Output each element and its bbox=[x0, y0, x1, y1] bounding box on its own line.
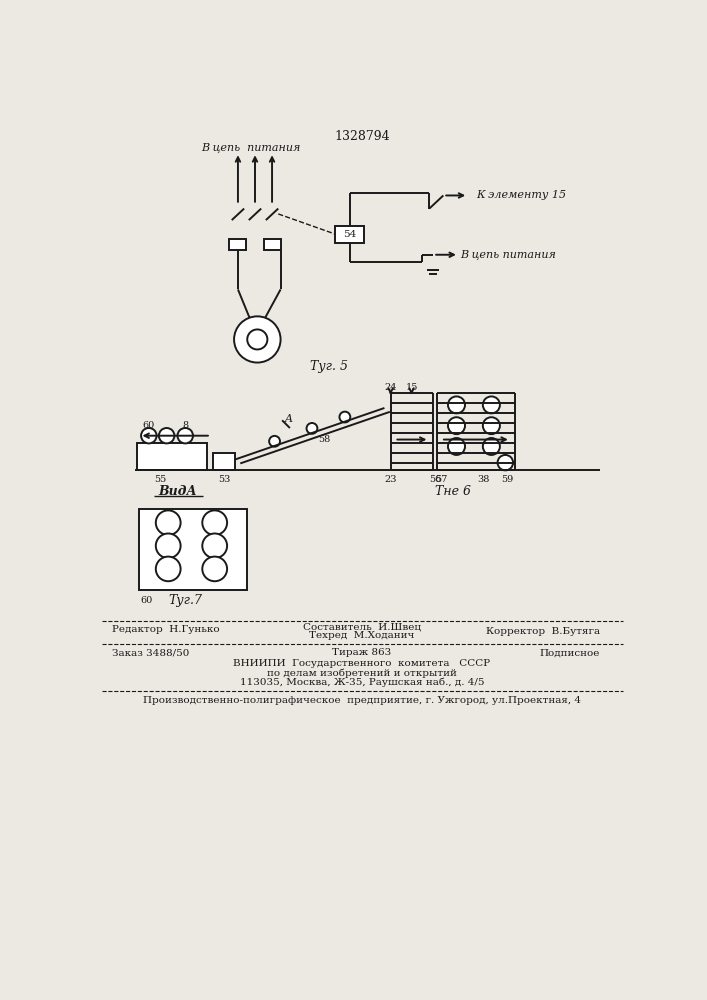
Text: A: A bbox=[284, 414, 293, 424]
Text: 60: 60 bbox=[143, 421, 155, 430]
Circle shape bbox=[269, 436, 280, 447]
Text: 55: 55 bbox=[154, 475, 167, 484]
Text: Составитель  И.Швец: Составитель И.Швец bbox=[303, 622, 421, 631]
Text: Техред  М.Ходанич: Техред М.Ходанич bbox=[309, 631, 414, 640]
Text: В цепь питания: В цепь питания bbox=[460, 250, 556, 260]
Circle shape bbox=[339, 412, 350, 422]
Text: Корректор  В.Бутяга: Корректор В.Бутяга bbox=[486, 627, 600, 636]
Text: Τуг. 5: Τуг. 5 bbox=[310, 360, 348, 373]
Text: 24: 24 bbox=[385, 383, 397, 392]
Text: 38: 38 bbox=[477, 475, 490, 484]
Text: Заказ 3488/50: Заказ 3488/50 bbox=[112, 648, 189, 657]
Circle shape bbox=[307, 423, 317, 434]
Text: 15: 15 bbox=[405, 383, 418, 392]
Text: Τне 6: Τне 6 bbox=[435, 485, 471, 498]
Circle shape bbox=[141, 428, 156, 443]
Text: Производственно-полиграфическое  предприятие, г. Ужгород, ул.Проектная, 4: Производственно-полиграфическое предприя… bbox=[143, 696, 581, 705]
Circle shape bbox=[483, 396, 500, 413]
Text: Тираж 863: Тираж 863 bbox=[332, 648, 392, 657]
Circle shape bbox=[202, 533, 227, 558]
Circle shape bbox=[483, 438, 500, 455]
Circle shape bbox=[156, 510, 180, 535]
Text: Подписное: Подписное bbox=[539, 648, 600, 657]
Bar bbox=[264, 239, 281, 250]
Text: 58: 58 bbox=[319, 435, 331, 444]
Circle shape bbox=[483, 417, 500, 434]
Bar bbox=[137, 443, 207, 470]
Text: 54: 54 bbox=[343, 230, 356, 239]
Circle shape bbox=[202, 557, 227, 581]
Text: 23: 23 bbox=[385, 475, 397, 484]
Text: Редактор  Н.Гунько: Редактор Н.Гунько bbox=[112, 625, 219, 634]
Circle shape bbox=[498, 455, 513, 470]
Text: 53: 53 bbox=[218, 475, 230, 484]
Bar bbox=[230, 239, 247, 250]
Text: 56: 56 bbox=[429, 475, 442, 484]
Circle shape bbox=[448, 417, 465, 434]
Text: В цепь  питания: В цепь питания bbox=[201, 143, 300, 153]
Text: ВНИИПИ  Государственного  комитета   СССР: ВНИИПИ Государственного комитета СССР bbox=[233, 659, 491, 668]
Circle shape bbox=[247, 329, 267, 349]
Circle shape bbox=[156, 533, 180, 558]
Bar bbox=[213, 453, 235, 470]
Bar bbox=[335, 226, 364, 243]
Text: ВидА: ВидА bbox=[158, 485, 197, 498]
Text: по делам изобретений и открытий: по делам изобретений и открытий bbox=[267, 668, 457, 678]
Text: 59: 59 bbox=[501, 475, 513, 484]
Circle shape bbox=[448, 438, 465, 455]
Text: 8: 8 bbox=[182, 421, 188, 430]
Text: 1328794: 1328794 bbox=[334, 130, 390, 143]
Circle shape bbox=[448, 396, 465, 413]
Circle shape bbox=[159, 428, 175, 443]
Circle shape bbox=[177, 428, 193, 443]
Text: 60: 60 bbox=[141, 596, 153, 605]
Circle shape bbox=[202, 510, 227, 535]
Bar bbox=[139, 509, 247, 590]
Text: К элементу 15: К элементу 15 bbox=[476, 190, 566, 200]
Circle shape bbox=[156, 557, 180, 581]
Text: 57: 57 bbox=[435, 475, 448, 484]
Text: Τуг.7: Τуг.7 bbox=[168, 594, 202, 607]
Text: 113035, Москва, Ж-35, Раушская наб., д. 4/5: 113035, Москва, Ж-35, Раушская наб., д. … bbox=[240, 677, 484, 687]
Circle shape bbox=[234, 316, 281, 363]
